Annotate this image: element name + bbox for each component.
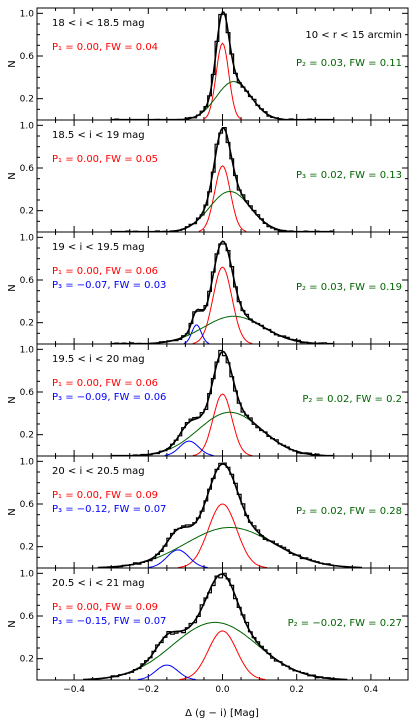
component-label: P₃ = −0.15, FW = 0.07	[52, 616, 166, 627]
component-label: P₂ = −0.02, FW = 0.27	[288, 618, 402, 629]
component-curve-P1	[202, 42, 243, 120]
mag-range-label: 18 < i < 18.5 mag	[52, 18, 145, 29]
x-tick-label: −0.2	[137, 685, 159, 695]
component-curve-P2	[182, 81, 285, 120]
y-tick-label: 0.6	[20, 52, 35, 62]
panel-5: 0.2 0.6 1.0 N 20 < i < 20.5 mag P₁ = 0.00, FW…	[7, 455, 409, 569]
y-axis-label: N	[7, 60, 18, 67]
y-tick-label: 0.6	[20, 388, 35, 398]
panels: 0.2 0.6 1.0 N 18 < i < 18.5 mag P₁ = 0.00, FW…	[7, 7, 409, 695]
component-label: P₃ = −0.07, FW = 0.03	[52, 280, 166, 291]
component-label: P₃ = 0.02, FW = 0.13	[296, 170, 402, 181]
y-tick-label: 0.6	[20, 612, 35, 622]
component-label: P₃ = −0.09, FW = 0.06	[52, 392, 166, 403]
component-label: P₁ = 0.00, FW = 0.09	[52, 602, 158, 613]
component-label: P₁ = 0.00, FW = 0.06	[52, 266, 158, 277]
component-curve-P2	[169, 190, 291, 232]
mag-range-label: 18.5 < i < 19 mag	[52, 130, 145, 141]
y-tick-label: 0.6	[20, 276, 35, 286]
y-tick-label: 1.0	[20, 345, 35, 355]
component-label: P₁ = 0.00, FW = 0.05	[52, 154, 158, 165]
y-tick-label: 1.0	[20, 569, 35, 579]
component-curve-P3	[183, 324, 210, 344]
component-label: P₂ = 0.03, FW = 0.19	[296, 282, 402, 293]
x-tick-label: 0.2	[290, 685, 304, 695]
panel-1: 0.2 0.6 1.0 N 18 < i < 18.5 mag P₁ = 0.00, FW…	[7, 7, 409, 121]
y-tick-label: 1.0	[20, 457, 35, 467]
y-tick-label: 0.2	[20, 543, 34, 553]
component-label: P₁ = 0.00, FW = 0.09	[52, 490, 158, 501]
component-curve-P1	[198, 165, 247, 232]
y-tick-label: 0.2	[20, 431, 34, 441]
y-axis-label: N	[7, 172, 18, 179]
histogram	[110, 572, 334, 680]
panel-6: 0.2 0.6 1.0 −0.4 −0.2 0.0 0.2 0.4 N 20.5 < i < 21…	[7, 567, 409, 695]
mag-range-label: 20.5 < i < 21 mag	[52, 578, 145, 589]
component-label: P₂ = 0.02, FW = 0.2	[302, 394, 402, 405]
y-axis-label: N	[7, 284, 18, 291]
y-tick-label: 1.0	[20, 121, 35, 131]
y-tick-label: 0.2	[20, 319, 34, 329]
y-axis-label: N	[7, 396, 18, 403]
panel-2: 0.2 0.6 1.0 N 18.5 < i < 19 mag P₁ = 0.00, FW…	[7, 119, 409, 233]
histogram	[110, 243, 334, 345]
component-curve-P2	[97, 527, 362, 568]
component-curve-P2	[134, 411, 325, 456]
component-label: P₂ = 0.02, FW = 0.28	[296, 506, 402, 517]
component-curve-P1	[177, 503, 268, 568]
component-curve-P3	[148, 549, 208, 568]
component-label: P₁ = 0.00, FW = 0.04	[52, 42, 158, 53]
histogram	[110, 127, 334, 233]
y-axis-label: N	[7, 508, 18, 515]
component-label: P₃ = −0.12, FW = 0.07	[52, 504, 166, 515]
component-curve-P1	[179, 630, 266, 680]
x-tick-label: −0.4	[63, 685, 85, 695]
component-label: P₂ = 0.03, FW = 0.11	[296, 58, 402, 69]
panel-4: 0.2 0.6 1.0 N 19.5 < i < 20 mag P₁ = 0.00, FW…	[7, 343, 409, 457]
component-curve-P1	[192, 393, 253, 457]
y-tick-label: 0.2	[20, 95, 34, 105]
x-tick-label: 0.4	[364, 685, 379, 695]
histogram	[110, 462, 334, 569]
histogram	[110, 349, 334, 457]
y-tick-label: 0.6	[20, 500, 35, 510]
mag-range-label: 19 < i < 19.5 mag	[52, 242, 145, 253]
x-tick-label: 0.0	[215, 685, 230, 695]
component-curve-P2	[83, 621, 348, 680]
component-curve-P1	[192, 266, 253, 344]
mag-range-label: 20 < i < 20.5 mag	[52, 466, 145, 477]
x-axis-label: Δ (g − i) [Mag]	[185, 708, 259, 719]
component-curve-P3	[137, 664, 196, 680]
total-fit-curve	[148, 240, 319, 345]
component-label: P₁ = 0.00, FW = 0.06	[52, 378, 158, 389]
y-tick-label: 0.2	[20, 655, 34, 665]
y-tick-label: 0.2	[20, 207, 34, 217]
mag-range-label: 19.5 < i < 20 mag	[52, 354, 145, 365]
y-tick-label: 1.0	[20, 9, 35, 19]
panel-3: 0.2 0.6 1.0 N 19 < i < 19.5 mag P₁ = 0.00, FW…	[7, 231, 409, 345]
radius-annotation: 10 < r < 15 arcmin	[305, 30, 402, 41]
component-curve-P3	[164, 440, 214, 456]
y-tick-label: 1.0	[20, 233, 35, 243]
y-tick-label: 0.6	[20, 164, 35, 174]
y-axis-label: N	[7, 620, 18, 627]
